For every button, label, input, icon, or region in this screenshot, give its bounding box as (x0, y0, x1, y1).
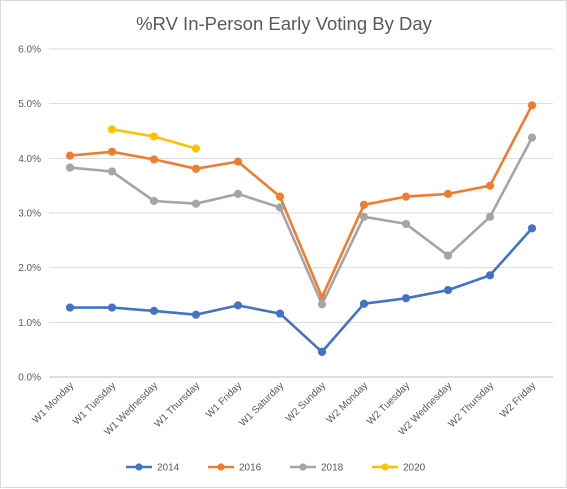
legend: 2014 2016 2018 2020 (126, 463, 426, 474)
series-line (68, 227, 534, 354)
data-point (359, 200, 369, 209)
data-point (275, 203, 285, 212)
data-point (191, 199, 201, 208)
data-point (401, 294, 411, 303)
y-tick-label: 4.0% (18, 154, 41, 165)
legend-item: 2016 (208, 463, 262, 474)
x-tick-label: W2 Monday (325, 380, 371, 426)
data-point (317, 347, 327, 356)
y-tick-label: 5.0% (18, 99, 41, 110)
legend-marker (381, 463, 389, 471)
x-tick-label: W1 Monday (31, 380, 77, 426)
y-tick-label: 1.0% (18, 318, 41, 329)
data-point (317, 300, 327, 309)
series-2020 (107, 125, 201, 153)
data-point (149, 132, 159, 141)
data-point (485, 212, 495, 221)
legend-label: 2018 (321, 463, 344, 474)
data-point (485, 181, 495, 190)
legend-marker (217, 463, 225, 471)
x-tick-label: W1 Friday (204, 380, 244, 420)
y-tick-label: 3.0% (18, 209, 41, 220)
series-line (68, 136, 534, 306)
chart-title: %RV In-Person Early Voting By Day (136, 13, 433, 34)
data-point (107, 167, 117, 176)
data-point (443, 189, 453, 198)
data-point (149, 196, 159, 206)
x-tick-label: W1 Saturday (237, 380, 286, 429)
data-point (443, 251, 453, 260)
gridlines (49, 48, 553, 378)
data-point (401, 219, 411, 229)
legend-label: 2020 (403, 463, 426, 474)
data-point (65, 163, 75, 172)
data-point (233, 157, 243, 166)
data-point (107, 303, 117, 312)
x-tick-label: W2 Sunday (284, 380, 328, 424)
data-point (107, 147, 117, 156)
series-2018 (65, 133, 537, 309)
legend-item: 2020 (372, 463, 426, 474)
series-2014 (65, 224, 537, 356)
data-point (527, 101, 537, 110)
data-point (401, 192, 411, 201)
data-point (65, 303, 75, 312)
data-point (275, 309, 285, 318)
series-line (68, 104, 534, 299)
x-tick-label: W2 Thursday (446, 380, 496, 430)
data-point (233, 301, 243, 310)
data-point (485, 271, 495, 280)
series-layer (65, 101, 537, 356)
legend-item: 2014 (126, 463, 180, 474)
data-point (359, 212, 369, 221)
x-tick-label: W2 Friday (498, 380, 538, 420)
data-point (191, 144, 201, 153)
legend-marker (135, 463, 143, 471)
legend-label: 2014 (157, 463, 180, 474)
y-tick-label: 6.0% (18, 45, 41, 56)
legend-item: 2018 (290, 463, 344, 474)
data-point (233, 189, 243, 198)
data-point (191, 164, 201, 173)
data-point (527, 224, 537, 233)
y-tick-label: 2.0% (18, 263, 41, 274)
data-point (275, 192, 285, 201)
data-point (149, 155, 159, 164)
data-point (443, 285, 453, 295)
data-point (527, 133, 537, 142)
x-tick-label: W1 Thursday (152, 380, 202, 430)
data-point (65, 151, 75, 160)
data-point (359, 299, 369, 308)
y-tick-label: 0.0% (18, 373, 41, 384)
data-point (191, 310, 201, 319)
series-2016 (65, 101, 537, 302)
legend-marker (299, 463, 307, 471)
data-point (149, 306, 159, 315)
legend-label: 2016 (239, 463, 262, 474)
data-point (107, 125, 117, 134)
